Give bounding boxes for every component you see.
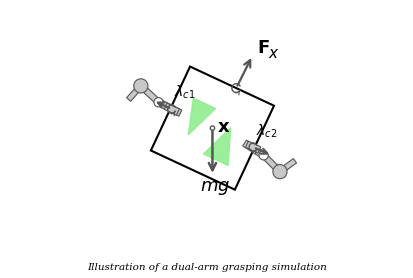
Polygon shape xyxy=(278,158,296,174)
Circle shape xyxy=(259,151,268,160)
Polygon shape xyxy=(242,140,265,158)
Polygon shape xyxy=(164,103,179,115)
Circle shape xyxy=(210,126,214,130)
Text: $\lambda_{c1}$: $\lambda_{c1}$ xyxy=(174,83,195,101)
Text: $\mathbf{x}$: $\mathbf{x}$ xyxy=(217,118,230,136)
Circle shape xyxy=(272,165,286,179)
Polygon shape xyxy=(157,99,181,116)
Text: Illustration of a dual-arm grasping simulation: Illustration of a dual-arm grasping simu… xyxy=(87,264,326,272)
Polygon shape xyxy=(138,84,160,105)
Text: $x$: $x$ xyxy=(267,47,278,61)
Circle shape xyxy=(133,79,147,93)
Text: $mg$: $mg$ xyxy=(200,178,230,197)
Polygon shape xyxy=(245,141,260,153)
Text: $\mathbf{F}$: $\mathbf{F}$ xyxy=(256,39,269,57)
Circle shape xyxy=(154,98,163,107)
Polygon shape xyxy=(188,98,215,135)
Text: $\lambda_{c2}$: $\lambda_{c2}$ xyxy=(255,123,277,140)
Polygon shape xyxy=(203,128,230,165)
Polygon shape xyxy=(261,153,281,174)
Polygon shape xyxy=(126,84,142,101)
